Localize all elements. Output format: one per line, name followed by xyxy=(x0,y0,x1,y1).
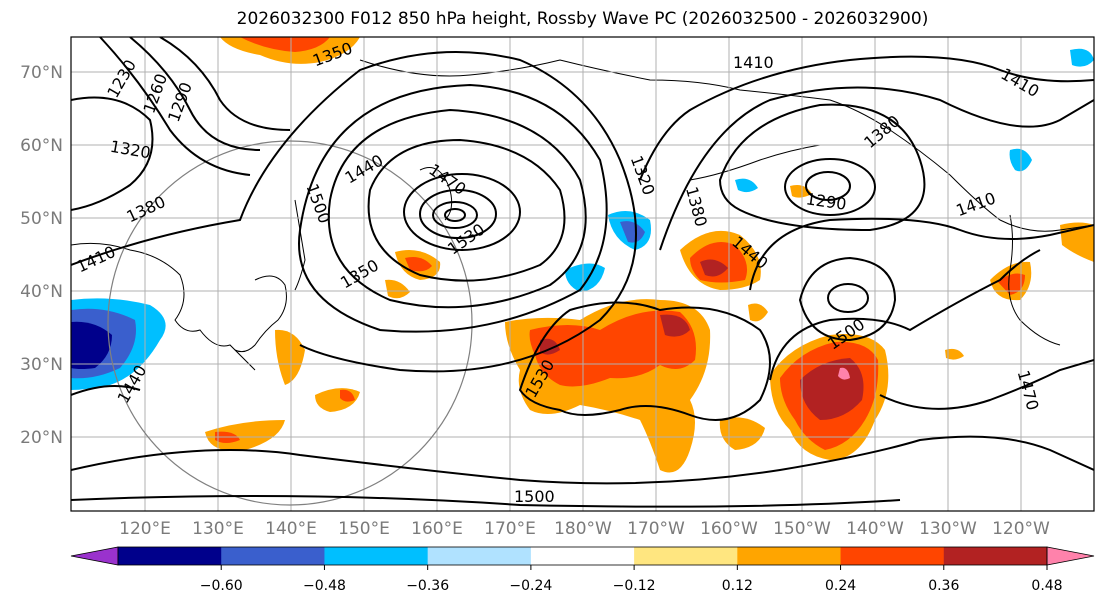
lat-label: 70°N xyxy=(20,63,63,83)
height-contours xyxy=(71,37,1094,508)
contour-label: 1500 xyxy=(514,487,555,506)
lat-label: 30°N xyxy=(20,355,63,375)
map-title: 2026032300 F012 850 hPa height, Rossby W… xyxy=(236,9,929,29)
radius-circle xyxy=(107,140,473,506)
colorbar-segment xyxy=(427,547,532,565)
colorbar-segment xyxy=(634,547,738,565)
latitude-labels: 70°N 60°N 50°N 40°N 30°N 20°N xyxy=(20,63,63,448)
lon-label: 160°W xyxy=(700,519,758,539)
contour-label: 1290 xyxy=(164,80,196,125)
map-frame xyxy=(70,36,1095,512)
contour-label: 1470 xyxy=(425,160,469,199)
contour-label: 1410 xyxy=(733,53,774,72)
lon-label: 170°W xyxy=(627,519,685,539)
colorbar-tick-label: −0.36 xyxy=(406,578,449,594)
contour-label: 1410 xyxy=(998,64,1043,101)
anomaly-shading xyxy=(71,37,1094,473)
colorbar-extend-min xyxy=(70,546,119,566)
colorbar-tick-label: 0.24 xyxy=(825,578,856,594)
contour-label: 1470 xyxy=(1014,368,1043,412)
colorbar-segment xyxy=(737,547,842,565)
lat-label: 60°N xyxy=(20,136,63,156)
contour-label: 1380 xyxy=(682,185,711,229)
colorbar-segment xyxy=(840,547,945,565)
colorbar-segment xyxy=(324,547,429,565)
lat-label: 20°N xyxy=(20,428,63,448)
lon-label: 120°E xyxy=(119,519,171,539)
lon-label: 180°W xyxy=(554,519,612,539)
colorbar-tick-label: −0.24 xyxy=(509,578,552,594)
colorbar: −0.60 −0.48 −0.36 −0.24 −0.12 0.12 0.24 0.36 0.4… xyxy=(70,546,1095,594)
colorbar-segment xyxy=(118,547,222,565)
lon-label: 150°E xyxy=(338,519,390,539)
lon-label: 150°W xyxy=(773,519,831,539)
colorbar-segment xyxy=(530,547,635,565)
lon-label: 140°W xyxy=(846,519,904,539)
colorbar-tick-label: −0.48 xyxy=(303,578,346,594)
gridlines xyxy=(71,37,1094,511)
contour-label: 1380 xyxy=(123,192,168,226)
contour-label: 1410 xyxy=(73,242,118,276)
longitude-labels: 120°E 130°E 140°E 150°E 160°E 170°E 180°… xyxy=(119,519,1050,539)
coastlines xyxy=(71,59,1094,371)
lon-label: 130°W xyxy=(919,519,977,539)
contour-label: 1500 xyxy=(303,181,335,226)
contour-label: 1410 xyxy=(953,188,998,220)
colorbar-segment xyxy=(943,547,1048,565)
contour-label: 1290 xyxy=(805,189,848,213)
colorbar-tick-label: 0.36 xyxy=(928,578,959,594)
lon-label: 140°E xyxy=(265,519,317,539)
contour-label: 1350 xyxy=(337,256,382,293)
colorbar-tick-label: 0.12 xyxy=(722,578,753,594)
colorbar-segment xyxy=(221,547,325,565)
lat-label: 40°N xyxy=(20,282,63,302)
lon-label: 130°E xyxy=(192,519,244,539)
colorbar-extend-max xyxy=(1046,546,1095,566)
lat-label: 50°N xyxy=(20,209,63,229)
contour-label: 1320 xyxy=(109,137,152,163)
colorbar-frame xyxy=(117,546,1048,566)
colorbar-tick-label: −0.12 xyxy=(613,578,656,594)
contour-label: 1320 xyxy=(627,153,659,198)
lon-label: 160°E xyxy=(411,519,463,539)
colorbar-tick-label: −0.60 xyxy=(200,578,243,594)
lon-label: 170°E xyxy=(484,519,536,539)
lon-label: 120°W xyxy=(992,519,1050,539)
colorbar-tick-label: 0.48 xyxy=(1031,578,1062,594)
contour-label: 1380 xyxy=(860,111,903,152)
